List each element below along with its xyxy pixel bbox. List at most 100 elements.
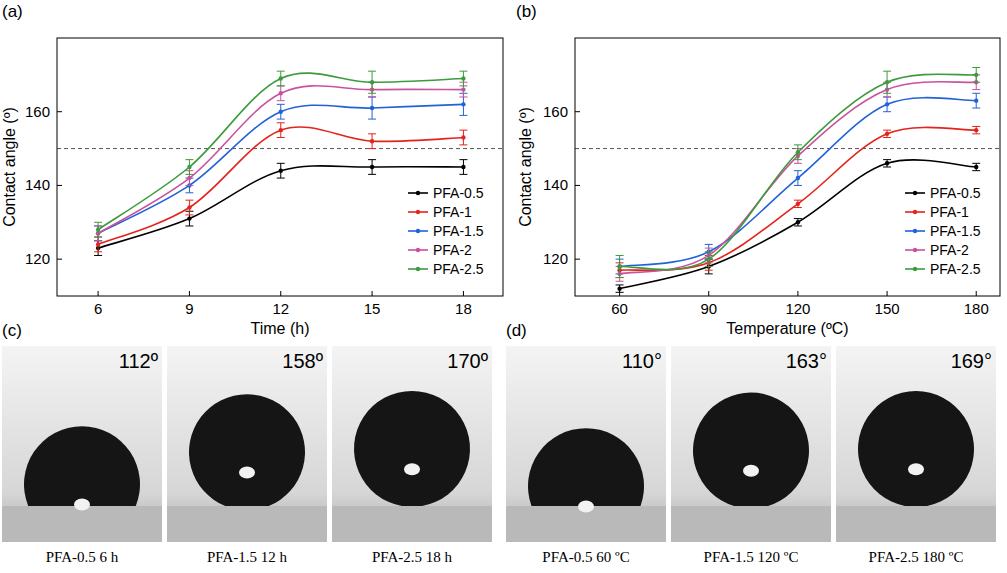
error-cap (972, 163, 980, 164)
error-cap (883, 96, 891, 97)
substrate (332, 506, 492, 542)
series-line (620, 98, 977, 267)
droplet-highlight (743, 465, 759, 477)
error-cap (705, 273, 713, 274)
error-bar (794, 171, 802, 186)
x-tick-label: 6 (94, 300, 102, 317)
chart-panel: (b)6090120150180120140160Temperature (ºC… (516, 2, 1000, 337)
x-tick-label: 60 (611, 300, 628, 317)
point (187, 165, 191, 169)
point (974, 128, 978, 132)
point (370, 165, 374, 169)
error-cap (794, 200, 802, 201)
photo-background (167, 346, 327, 542)
droplet (528, 428, 644, 506)
droplet-highlight (908, 463, 924, 475)
data-layer (616, 67, 981, 292)
error-bar (972, 163, 980, 170)
angle-label: 112º (119, 350, 159, 372)
photo-background (506, 346, 666, 542)
error-cap (459, 71, 467, 72)
point (885, 132, 889, 136)
error-cap (94, 222, 102, 223)
chart-panel: (a)69121518120140160Time (h)Contact angl… (1, 2, 503, 337)
photo-background (836, 346, 996, 542)
angle-label: 170º (447, 350, 488, 372)
point (796, 150, 800, 154)
error-bar (972, 126, 980, 133)
series-line (620, 127, 977, 270)
error-cap (616, 277, 624, 278)
legend-entry: PFA-0.5 (408, 185, 484, 201)
error-bar (185, 200, 193, 215)
x-tick (98, 291, 99, 296)
error-cap (794, 218, 802, 219)
error-cap (368, 133, 376, 134)
droplet (189, 394, 305, 506)
y-tick-label: 120 (25, 250, 50, 267)
point (974, 165, 978, 169)
error-cap (368, 96, 376, 97)
error-cap (794, 225, 802, 226)
legend-label: PFA-1 (930, 204, 969, 220)
error-cap (705, 251, 713, 252)
x-tick (189, 291, 190, 296)
point (707, 257, 711, 261)
x-tick (372, 291, 373, 296)
y-tick-label: 140 (543, 176, 568, 193)
y-tick-label: 120 (543, 250, 568, 267)
x-tick (797, 291, 798, 296)
point (370, 106, 374, 110)
error-cap (794, 159, 802, 160)
point (974, 98, 978, 102)
error-cap (972, 126, 980, 127)
panel-letter: (c) (2, 321, 22, 340)
point (279, 76, 283, 80)
error-cap (368, 174, 376, 175)
error-cap (972, 82, 980, 83)
error-cap (794, 170, 802, 171)
legend-marker (913, 229, 917, 233)
x-tick-label: 120 (785, 300, 810, 317)
droplet (24, 426, 140, 506)
legend-marker (416, 191, 420, 195)
error-cap (616, 277, 624, 278)
error-cap (616, 292, 624, 293)
photo-caption: PFA-0.5 60 ºC (542, 549, 629, 565)
legend-label: PFA-0.5 (930, 185, 981, 201)
error-bar (277, 123, 285, 138)
error-bar (459, 130, 467, 145)
point (187, 205, 191, 209)
error-cap (277, 85, 285, 86)
point (796, 176, 800, 180)
y-tick-label: 160 (25, 103, 50, 120)
error-cap (972, 108, 980, 109)
legend-label: PFA-1.5 (433, 223, 484, 239)
point (461, 102, 465, 106)
error-cap (883, 96, 891, 97)
error-bar (883, 71, 891, 93)
point (617, 286, 621, 290)
point (974, 73, 978, 77)
figure: (a)69121518120140160Time (h)Contact angl… (0, 0, 1007, 573)
error-bar (705, 252, 713, 267)
error-bar (883, 160, 891, 167)
photo-panel: (c)112ºPFA-0.5 6 h158ºPFA-1.5 12 h170ºPF… (2, 321, 492, 565)
error-cap (459, 130, 467, 131)
error-cap (794, 207, 802, 208)
x-tick (887, 291, 888, 296)
x-tick-label: 90 (700, 300, 717, 317)
legend-marker (416, 229, 420, 233)
legend-marker (416, 267, 420, 271)
x-tick-label: 18 (455, 300, 472, 317)
error-bar (368, 71, 376, 93)
series-line (98, 86, 463, 234)
reference-line (57, 148, 503, 149)
point (461, 135, 465, 139)
error-cap (368, 93, 376, 94)
legend-marker (913, 248, 917, 252)
series-line (620, 74, 977, 269)
error-cap (883, 71, 891, 72)
photo-caption: PFA-2.5 18 h (372, 549, 453, 565)
substrate (671, 506, 831, 542)
